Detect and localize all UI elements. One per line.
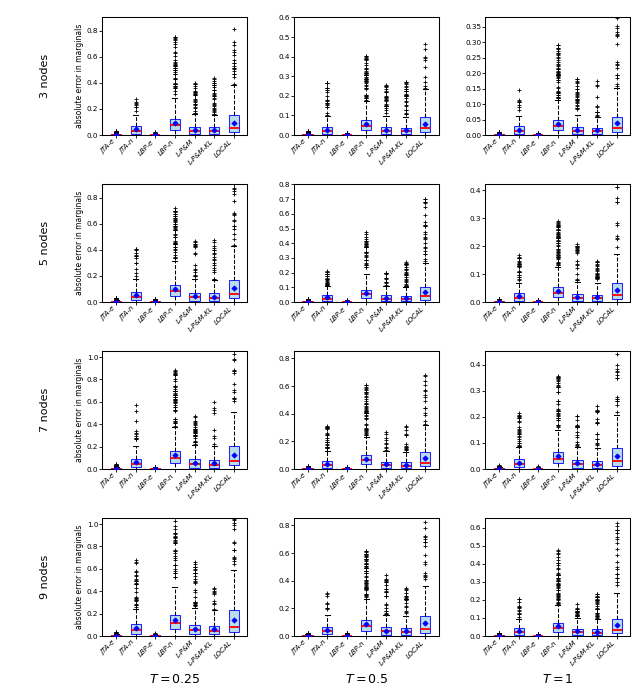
PathPatch shape xyxy=(131,459,141,467)
PathPatch shape xyxy=(362,290,371,298)
PathPatch shape xyxy=(362,120,371,130)
PathPatch shape xyxy=(513,294,524,301)
PathPatch shape xyxy=(322,127,332,134)
PathPatch shape xyxy=(420,117,430,132)
PathPatch shape xyxy=(592,294,602,301)
PathPatch shape xyxy=(381,628,391,635)
PathPatch shape xyxy=(553,452,563,463)
PathPatch shape xyxy=(401,628,411,635)
Text: $T = 0.25$: $T = 0.25$ xyxy=(149,673,200,686)
PathPatch shape xyxy=(401,296,411,301)
PathPatch shape xyxy=(592,629,602,635)
PathPatch shape xyxy=(513,628,524,635)
PathPatch shape xyxy=(494,468,504,469)
PathPatch shape xyxy=(189,293,200,301)
PathPatch shape xyxy=(592,128,602,134)
PathPatch shape xyxy=(381,461,391,468)
Text: 7 nodes: 7 nodes xyxy=(40,388,50,433)
PathPatch shape xyxy=(513,459,524,468)
PathPatch shape xyxy=(228,447,239,466)
PathPatch shape xyxy=(494,301,504,302)
PathPatch shape xyxy=(612,283,622,299)
PathPatch shape xyxy=(612,117,622,132)
PathPatch shape xyxy=(303,134,313,135)
PathPatch shape xyxy=(111,468,121,469)
PathPatch shape xyxy=(131,624,141,634)
PathPatch shape xyxy=(131,292,141,301)
Text: 5 nodes: 5 nodes xyxy=(40,221,50,266)
PathPatch shape xyxy=(381,296,391,301)
PathPatch shape xyxy=(209,127,220,134)
PathPatch shape xyxy=(612,619,622,633)
PathPatch shape xyxy=(572,294,582,301)
Text: 3 nodes: 3 nodes xyxy=(40,55,50,99)
Y-axis label: absolute error in marginals: absolute error in marginals xyxy=(75,525,84,630)
PathPatch shape xyxy=(592,461,602,468)
PathPatch shape xyxy=(381,127,391,134)
PathPatch shape xyxy=(420,452,430,466)
PathPatch shape xyxy=(209,294,220,301)
PathPatch shape xyxy=(209,460,220,468)
PathPatch shape xyxy=(322,461,332,468)
PathPatch shape xyxy=(170,120,180,130)
Text: $T = 0.5$: $T = 0.5$ xyxy=(344,673,388,686)
PathPatch shape xyxy=(111,301,121,302)
PathPatch shape xyxy=(170,451,180,463)
PathPatch shape xyxy=(572,629,582,635)
PathPatch shape xyxy=(228,280,239,298)
PathPatch shape xyxy=(189,127,200,134)
PathPatch shape xyxy=(228,115,239,132)
PathPatch shape xyxy=(553,623,563,632)
PathPatch shape xyxy=(401,462,411,468)
PathPatch shape xyxy=(513,127,524,134)
PathPatch shape xyxy=(494,134,504,135)
PathPatch shape xyxy=(362,455,371,464)
PathPatch shape xyxy=(322,295,332,301)
PathPatch shape xyxy=(553,287,563,297)
PathPatch shape xyxy=(401,128,411,134)
PathPatch shape xyxy=(111,134,121,135)
PathPatch shape xyxy=(111,635,121,636)
PathPatch shape xyxy=(612,448,622,466)
PathPatch shape xyxy=(553,120,563,130)
PathPatch shape xyxy=(572,127,582,134)
Y-axis label: absolute error in marginals: absolute error in marginals xyxy=(75,191,84,296)
PathPatch shape xyxy=(303,635,313,636)
PathPatch shape xyxy=(131,126,141,134)
PathPatch shape xyxy=(420,287,430,300)
PathPatch shape xyxy=(189,625,200,635)
PathPatch shape xyxy=(209,626,220,635)
PathPatch shape xyxy=(189,459,200,468)
Y-axis label: absolute error in marginals: absolute error in marginals xyxy=(75,24,84,129)
PathPatch shape xyxy=(170,615,180,629)
Text: $T = 1$: $T = 1$ xyxy=(542,673,573,686)
PathPatch shape xyxy=(572,460,582,468)
PathPatch shape xyxy=(170,284,180,296)
PathPatch shape xyxy=(228,610,239,632)
Text: 9 nodes: 9 nodes xyxy=(40,555,50,600)
PathPatch shape xyxy=(322,627,332,635)
PathPatch shape xyxy=(420,616,430,633)
Y-axis label: absolute error in marginals: absolute error in marginals xyxy=(75,358,84,463)
PathPatch shape xyxy=(362,620,371,630)
